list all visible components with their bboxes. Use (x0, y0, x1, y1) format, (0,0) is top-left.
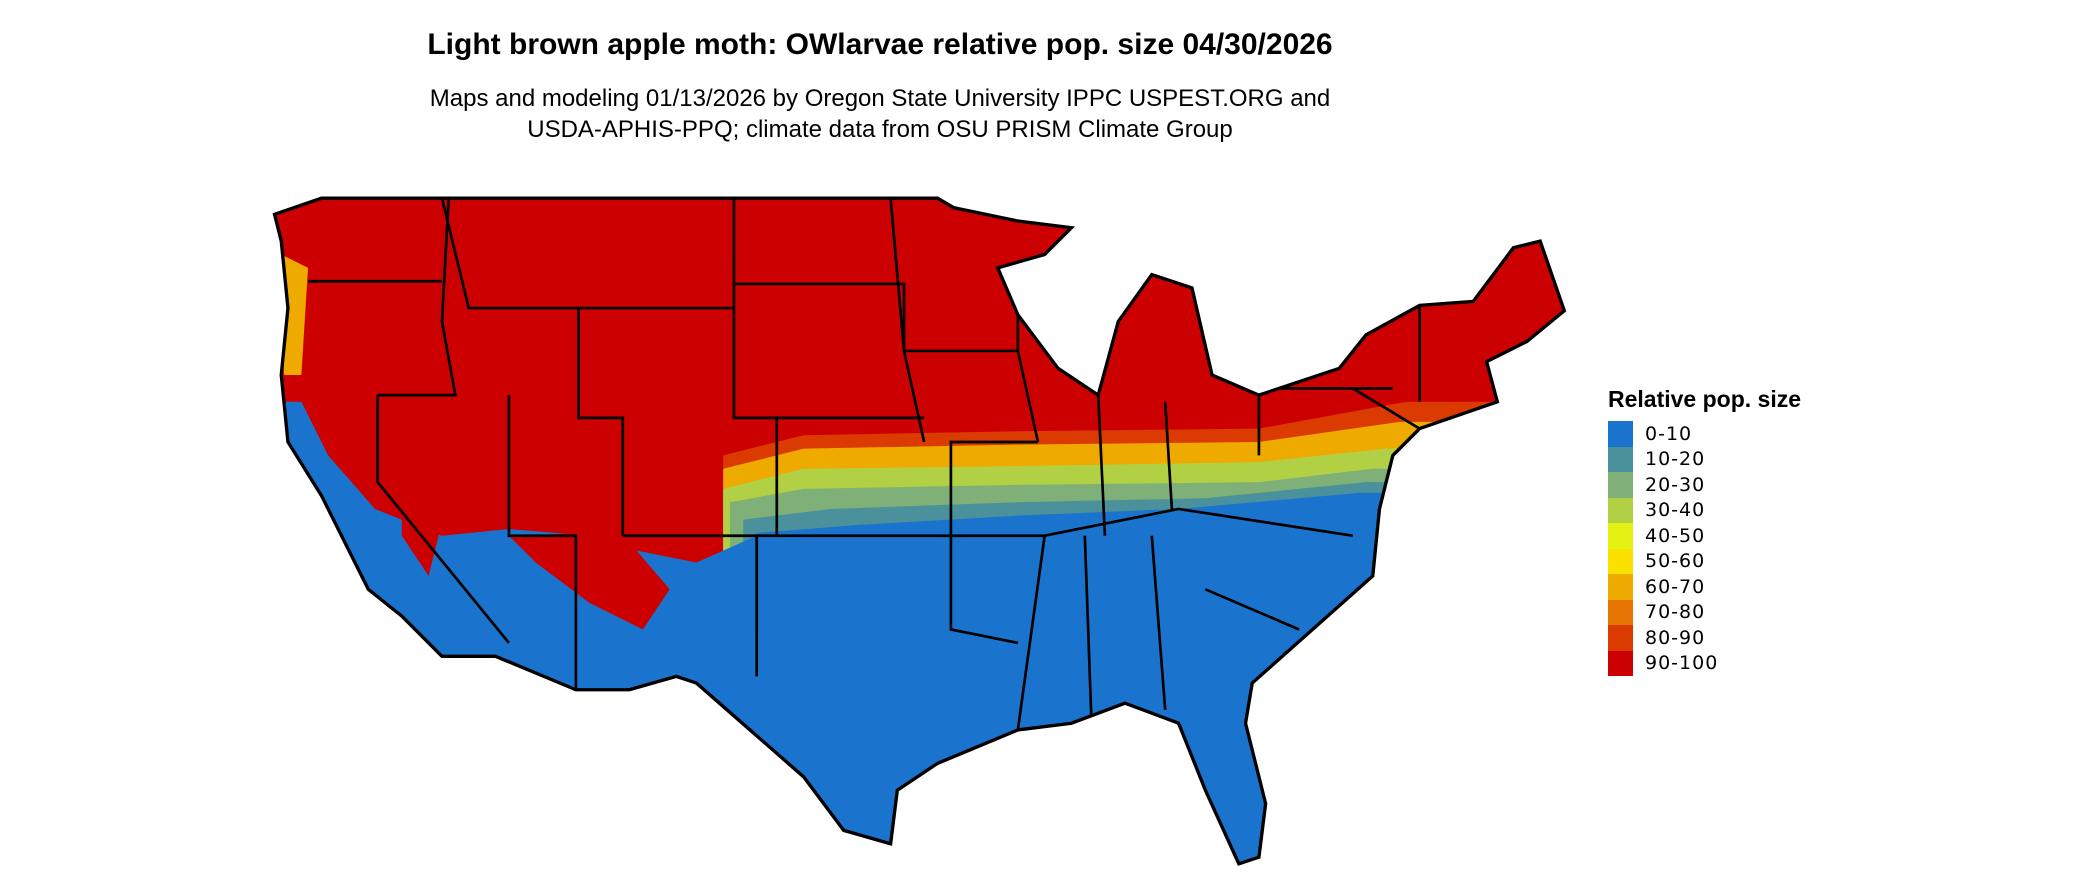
legend-swatch (1608, 446, 1633, 472)
legend-item: 50-60 (1608, 548, 1801, 574)
legend-item: 70-80 (1608, 599, 1801, 625)
legend-item: 20-30 (1608, 472, 1801, 498)
legend-swatch (1608, 599, 1633, 625)
legend-item: 60-70 (1608, 574, 1801, 600)
legend-swatch (1608, 523, 1633, 549)
legend-label: 90-100 (1645, 652, 1719, 675)
legend-item: 80-90 (1608, 625, 1801, 651)
legend: Relative pop. size 0-10 10-20 20-30 30-40 40… (1608, 386, 1801, 676)
legend-label: 40-50 (1645, 524, 1706, 547)
map-fill (274, 198, 1565, 864)
legend-label: 30-40 (1645, 499, 1706, 522)
legend-item: 0-10 (1608, 421, 1801, 447)
legend-swatch (1608, 574, 1633, 600)
legend-label: 10-20 (1645, 448, 1706, 471)
legend-label: 50-60 (1645, 550, 1706, 573)
map-title: Light brown apple moth: OWlarvae relativ… (427, 28, 1333, 61)
legend-label: 60-70 (1645, 575, 1706, 598)
legend-swatch (1608, 625, 1633, 651)
legend-swatch (1608, 472, 1633, 498)
legend-swatch (1608, 421, 1633, 447)
legend-item: 40-50 (1608, 523, 1801, 549)
legend-label: 20-30 (1645, 473, 1706, 496)
map-subtitle-line1: Maps and modeling 01/13/2026 by Oregon S… (429, 85, 1331, 112)
legend-item: 90-100 (1608, 650, 1801, 676)
legend-label: 0-10 (1645, 422, 1693, 445)
legend-swatch (1608, 497, 1633, 523)
map-subtitle-line2: USDA-APHIS-PPQ; climate data from OSU PR… (527, 116, 1233, 143)
legend-title: Relative pop. size (1608, 386, 1802, 412)
legend-item: 30-40 (1608, 497, 1801, 523)
legend-label: 70-80 (1645, 601, 1706, 624)
legend-label: 80-90 (1645, 626, 1706, 649)
legend-item: 10-20 (1608, 446, 1801, 472)
legend-swatch (1608, 548, 1633, 574)
legend-swatch (1608, 650, 1633, 676)
